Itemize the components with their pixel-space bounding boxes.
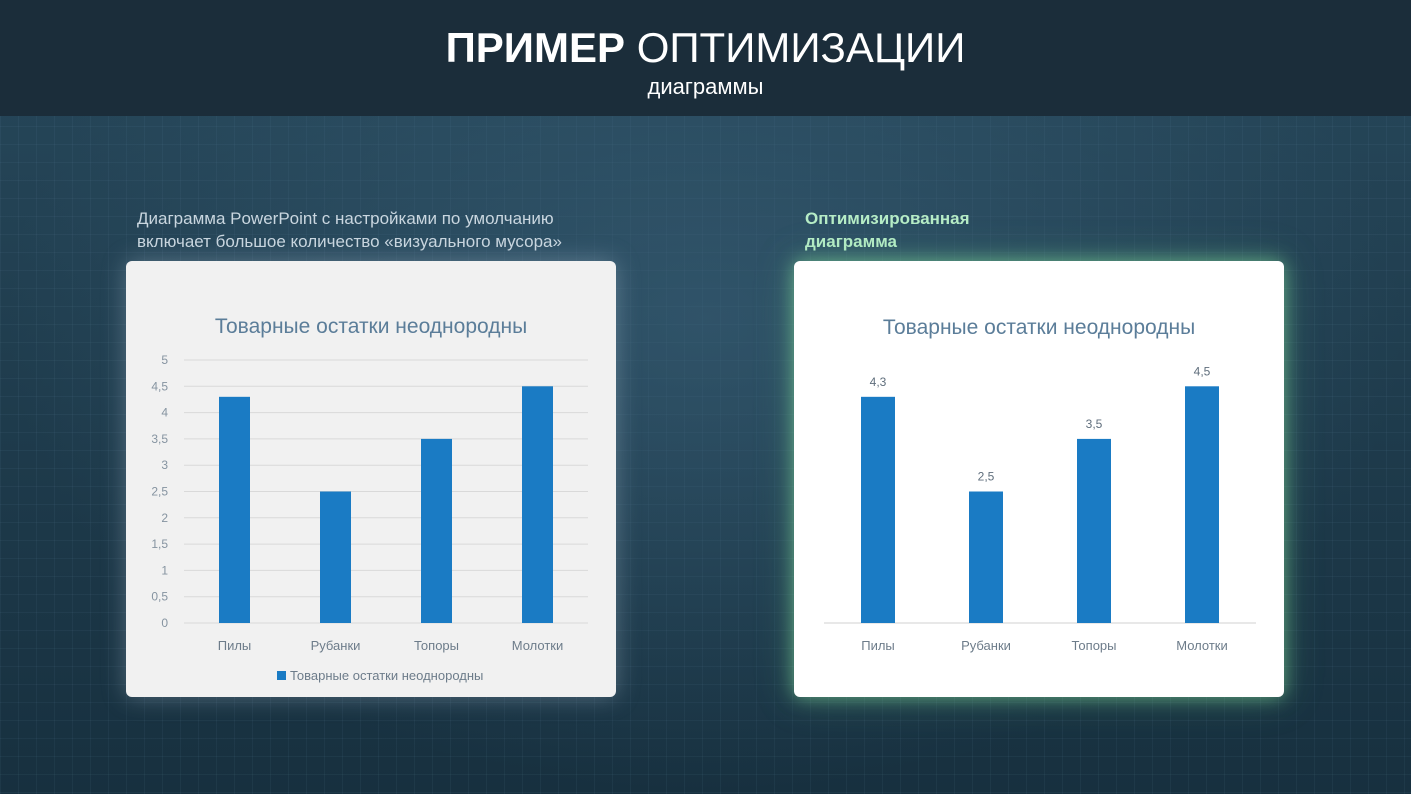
data-label: 4,5 (1194, 364, 1211, 378)
legend-label: Товарные остатки неоднородны (290, 668, 483, 683)
data-label: 4,3 (870, 375, 887, 389)
bar (969, 491, 1003, 623)
legend-swatch (277, 671, 286, 680)
optimized-chart-card: Товарные остатки неоднородны 4,3 Пилы 2,5 Р… (794, 261, 1284, 697)
bar (421, 438, 452, 623)
caption-left-line1: Диаграмма PowerPoint с настройками по ум… (137, 209, 554, 228)
title-rest: ОПТИМИЗАЦИИ (636, 24, 966, 71)
data-label: 3,5 (1086, 417, 1103, 431)
bar (320, 491, 351, 623)
bar (522, 386, 553, 623)
optimized-bar-chart: Товарные остатки неоднородны 4,3 Пилы 2,5 Р… (824, 316, 1256, 653)
x-category-label: Рубанки (961, 638, 1011, 653)
caption-optimized-chart: Оптимизированная диаграмма (805, 207, 1105, 253)
x-category-label: Топоры (414, 638, 459, 653)
default-chart-card: Товарные остатки неоднородны 0 0,5 1 1,5 2 2,… (126, 261, 616, 697)
chart-title: Товарные остатки неоднородны (883, 316, 1195, 339)
y-tick-label: 0 (161, 616, 168, 630)
title-bold: ПРИМЕР (445, 24, 626, 71)
caption-right-line1: Оптимизированная (805, 209, 970, 228)
slide-subtitle: диаграммы (647, 74, 764, 99)
bar (1185, 386, 1219, 623)
y-tick-label: 4,5 (151, 379, 168, 393)
x-category-label: Молотки (512, 638, 564, 653)
y-tick-label: 1 (161, 563, 168, 577)
y-tick-label: 3,5 (151, 432, 168, 446)
bar (219, 396, 250, 623)
caption-default-chart: Диаграмма PowerPoint с настройками по ум… (137, 207, 597, 253)
x-category-label: Топоры (1072, 638, 1117, 653)
x-category-label: Рубанки (311, 638, 361, 653)
y-tick-label: 5 (161, 353, 168, 367)
caption-left-line2: включает большое количество «визуального… (137, 232, 562, 251)
slide-header: ПРИМЕР ОПТИМИЗАЦИИ диаграммы (0, 0, 1411, 116)
chart-title: Товарные остатки неоднородны (215, 315, 527, 338)
data-label: 2,5 (978, 470, 995, 484)
x-category-label: Пилы (861, 638, 895, 653)
bar (861, 396, 895, 623)
x-category-label: Молотки (1176, 638, 1228, 653)
y-tick-label: 4 (161, 406, 168, 420)
y-tick-label: 3 (161, 458, 168, 472)
caption-right-line2: диаграмма (805, 232, 897, 251)
x-category-label: Пилы (218, 638, 252, 653)
slide-title: ПРИМЕР ОПТИМИЗАЦИИ (0, 24, 1411, 72)
y-tick-label: 2,5 (151, 485, 168, 499)
default-bar-chart: Товарные остатки неоднородны 0 0,5 1 1,5 2 2,… (151, 315, 588, 683)
y-tick-label: 1,5 (151, 537, 168, 551)
bar (1077, 438, 1111, 623)
y-tick-label: 0,5 (151, 590, 168, 604)
y-tick-label: 2 (161, 511, 168, 525)
